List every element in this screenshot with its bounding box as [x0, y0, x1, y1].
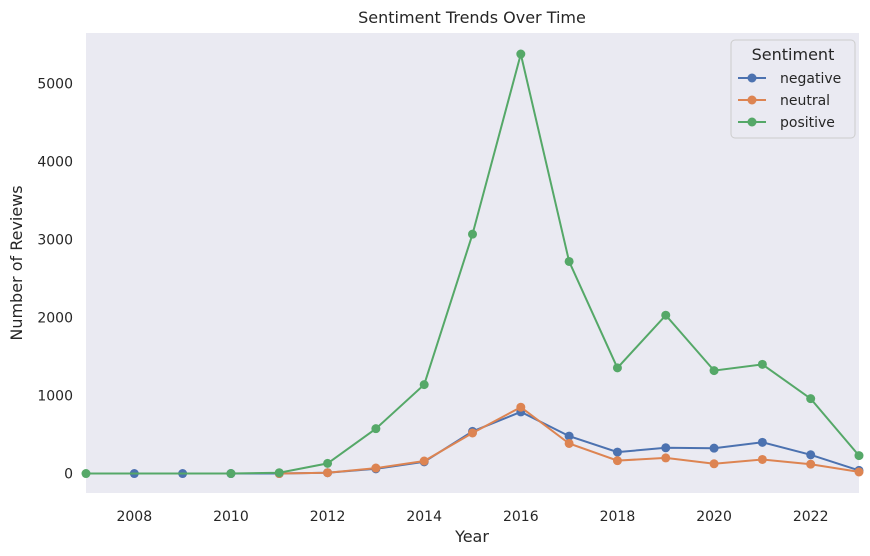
legend-label-negative: negative — [780, 71, 841, 87]
x-tick-label: 2022 — [793, 509, 829, 525]
data-point-neutral — [468, 428, 477, 438]
data-point-neutral — [612, 456, 622, 466]
legend-marker-negative — [747, 73, 757, 83]
data-point-positive — [468, 229, 477, 239]
data-point-neutral — [564, 438, 574, 448]
x-tick-label: 2020 — [696, 509, 732, 525]
data-point-negative — [661, 443, 671, 453]
data-point-positive — [419, 380, 429, 390]
y-axis-label: Number of Reviews — [7, 185, 26, 340]
data-point-neutral — [757, 454, 767, 464]
data-point-positive — [226, 469, 236, 479]
data-point-positive — [371, 424, 381, 434]
data-point-negative — [757, 437, 767, 447]
data-point-positive — [516, 49, 526, 59]
data-point-positive — [757, 359, 767, 369]
legend-label-positive: positive — [780, 115, 835, 131]
legend-title: Sentiment — [752, 45, 835, 64]
data-point-neutral — [323, 468, 333, 478]
data-point-negative — [709, 443, 719, 453]
x-tick-label: 2016 — [503, 509, 539, 525]
legend: Sentiment negative neutral positive — [730, 39, 856, 139]
data-point-negative — [612, 447, 622, 457]
legend-marker-positive — [747, 117, 757, 127]
y-tick-label: 3000 — [37, 233, 73, 249]
data-point-neutral — [371, 463, 381, 473]
data-point-positive — [661, 310, 671, 320]
y-tick-label: 2000 — [37, 311, 73, 327]
data-point-neutral — [661, 453, 671, 463]
series-neutral — [274, 402, 864, 479]
data-point-positive — [854, 451, 864, 461]
data-point-neutral — [516, 402, 526, 412]
data-point-positive — [709, 366, 719, 376]
data-point-neutral — [854, 467, 864, 477]
plot-area — [86, 33, 859, 493]
data-point-negative — [564, 431, 574, 441]
x-axis-label: Year — [454, 527, 489, 546]
x-tick-label: 2018 — [600, 509, 636, 525]
y-tick-label: 4000 — [37, 155, 73, 171]
data-point-negative — [806, 450, 816, 460]
x-tick-label: 2012 — [310, 509, 346, 525]
x-tick-label: 2014 — [406, 509, 442, 525]
data-point-positive — [274, 468, 284, 478]
data-point-positive — [612, 363, 622, 373]
legend-label-neutral: neutral — [780, 93, 830, 109]
y-tick-label: 5000 — [37, 77, 73, 93]
data-point-positive — [81, 469, 91, 479]
series-positive — [81, 49, 864, 479]
chart-title: Sentiment Trends Over Time — [358, 8, 586, 27]
data-point-neutral — [419, 456, 429, 466]
data-point-positive — [564, 256, 574, 266]
y-tick-label: 1000 — [37, 389, 73, 405]
legend-box — [730, 39, 856, 139]
y-axis-ticks: 0 1000 2000 3000 4000 5000 — [37, 77, 73, 483]
data-point-neutral — [709, 459, 719, 469]
x-axis-ticks: 2008 2010 2012 2014 2016 2018 2020 2022 — [116, 509, 828, 525]
data-point-positive — [323, 458, 333, 468]
data-point-neutral — [806, 459, 816, 469]
legend-marker-neutral — [747, 95, 757, 105]
data-point-positive — [806, 394, 816, 404]
series-lines — [81, 49, 864, 479]
x-tick-label: 2010 — [213, 509, 249, 525]
y-tick-label: 0 — [64, 467, 73, 483]
x-tick-label: 2008 — [116, 509, 152, 525]
